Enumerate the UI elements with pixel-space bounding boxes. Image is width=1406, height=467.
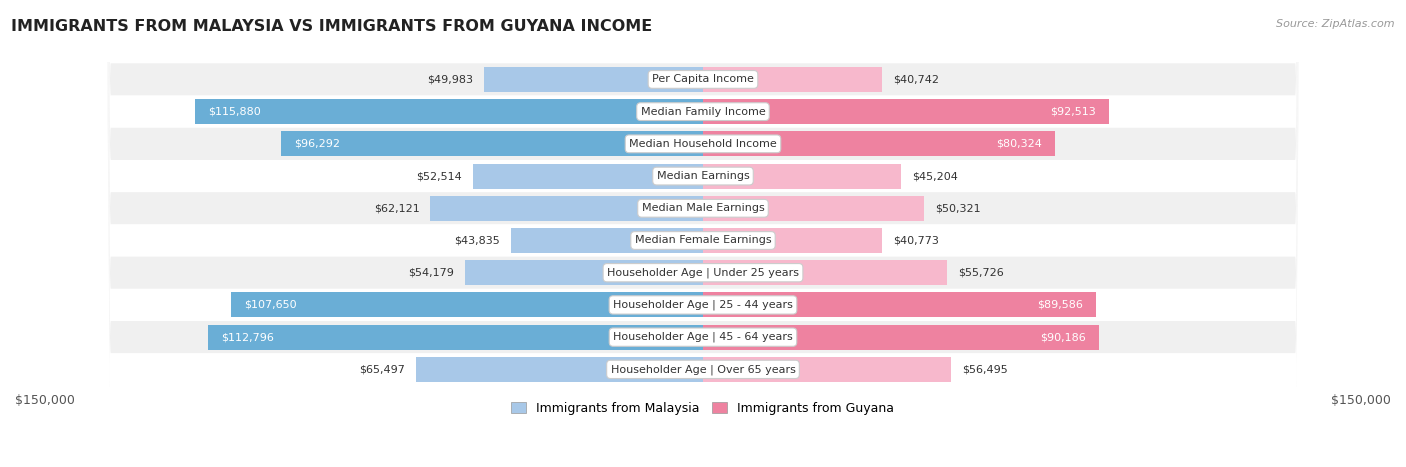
Bar [703,67,882,92]
Bar [416,357,703,382]
Text: Householder Age | Under 25 years: Householder Age | Under 25 years [607,268,799,278]
Bar [231,292,703,318]
Text: Householder Age | Over 65 years: Householder Age | Over 65 years [610,364,796,375]
Text: Median Household Income: Median Household Income [628,139,778,149]
Bar [430,196,703,221]
Text: $62,121: $62,121 [374,203,419,213]
Text: $49,983: $49,983 [427,74,472,85]
Text: $52,514: $52,514 [416,171,461,181]
Text: $45,204: $45,204 [912,171,957,181]
Text: $115,880: $115,880 [208,106,260,117]
Bar [194,99,703,124]
FancyBboxPatch shape [45,0,1361,467]
Text: Median Female Earnings: Median Female Earnings [634,235,772,246]
FancyBboxPatch shape [45,0,1361,467]
FancyBboxPatch shape [45,0,1361,467]
Bar [703,163,901,189]
Bar [703,131,1056,156]
Bar [703,228,882,253]
Text: Median Male Earnings: Median Male Earnings [641,203,765,213]
Text: $92,513: $92,513 [1050,106,1095,117]
Text: $50,321: $50,321 [935,203,980,213]
Bar [703,260,948,285]
Text: $112,796: $112,796 [221,332,274,342]
Text: $89,586: $89,586 [1038,300,1083,310]
Text: $40,742: $40,742 [893,74,939,85]
Bar [703,325,1098,350]
Text: $80,324: $80,324 [997,139,1042,149]
Text: Householder Age | 25 - 44 years: Householder Age | 25 - 44 years [613,300,793,310]
Text: Source: ZipAtlas.com: Source: ZipAtlas.com [1277,19,1395,28]
FancyBboxPatch shape [45,0,1361,467]
Bar [484,67,703,92]
FancyBboxPatch shape [45,0,1361,467]
Bar [472,163,703,189]
Text: Median Earnings: Median Earnings [657,171,749,181]
Text: $43,835: $43,835 [454,235,499,246]
Text: $40,773: $40,773 [893,235,939,246]
FancyBboxPatch shape [45,0,1361,467]
Text: Median Family Income: Median Family Income [641,106,765,117]
FancyBboxPatch shape [45,0,1361,467]
Text: $107,650: $107,650 [243,300,297,310]
Bar [465,260,703,285]
Bar [703,99,1109,124]
Text: IMMIGRANTS FROM MALAYSIA VS IMMIGRANTS FROM GUYANA INCOME: IMMIGRANTS FROM MALAYSIA VS IMMIGRANTS F… [11,19,652,34]
Text: Householder Age | 45 - 64 years: Householder Age | 45 - 64 years [613,332,793,342]
Text: $54,179: $54,179 [409,268,454,278]
Bar [208,325,703,350]
FancyBboxPatch shape [45,0,1361,467]
Text: Per Capita Income: Per Capita Income [652,74,754,85]
Text: $96,292: $96,292 [294,139,340,149]
Text: $55,726: $55,726 [959,268,1004,278]
Bar [703,292,1097,318]
Text: $65,497: $65,497 [359,364,405,375]
Text: $56,495: $56,495 [962,364,1008,375]
Bar [510,228,703,253]
Bar [703,357,950,382]
FancyBboxPatch shape [45,0,1361,467]
Bar [703,196,924,221]
Text: $90,186: $90,186 [1040,332,1085,342]
FancyBboxPatch shape [45,0,1361,467]
Legend: Immigrants from Malaysia, Immigrants from Guyana: Immigrants from Malaysia, Immigrants fro… [506,397,900,420]
Bar [281,131,703,156]
